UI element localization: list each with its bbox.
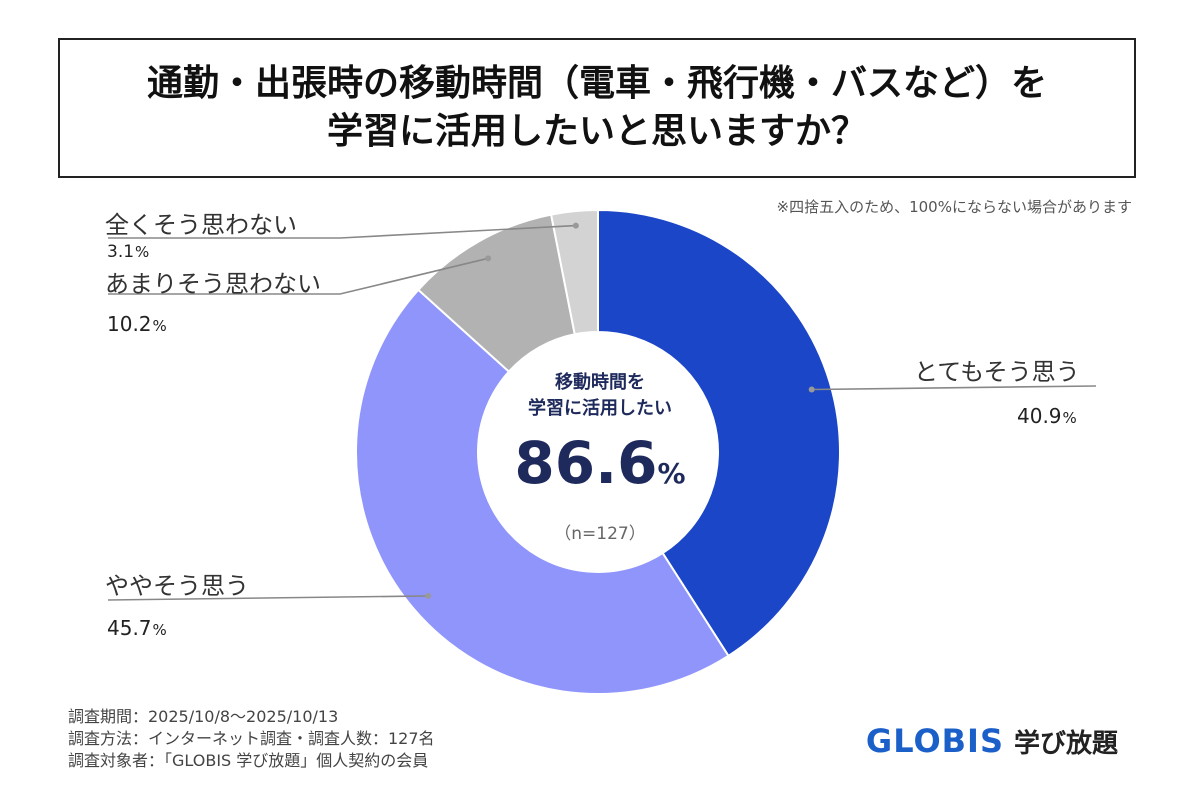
value-somewhat: 45.7 — [107, 616, 152, 640]
rounding-note: ※四捨五入のため、100%にならない場合があります — [776, 198, 1132, 216]
pct-unit-somewhat: % — [152, 621, 167, 639]
center-value-unit: % — [657, 457, 686, 490]
survey-period: 調査期間：2025/10/8〜2025/10/13 — [68, 707, 339, 726]
leader-dot-not-much — [485, 255, 492, 262]
pct-unit-very: % — [1062, 409, 1077, 427]
title-box: 通勤・出張時の移動時間（電車・飛行機・バスなど）を 学習に活用したいと思いますか… — [58, 38, 1136, 178]
label-name-not-at-all: 全くそう思わない — [105, 211, 297, 239]
survey-method: 調査方法：インターネット調査・調査人数：127名 — [68, 729, 435, 748]
leader-dot-somewhat — [425, 592, 432, 599]
label-name-very: とてもそう思う — [914, 358, 1080, 386]
center-summary: 移動時間を 学習に活用したい 86.6% （n=127） — [480, 370, 720, 544]
pct-unit-not-much: % — [152, 317, 167, 335]
label-name-not-much: あまりそう思わない — [105, 270, 321, 298]
value-very: 40.9 — [1017, 404, 1062, 428]
label-value-very: 40.9% — [1017, 404, 1077, 428]
label-value-somewhat: 45.7% — [107, 616, 167, 640]
center-value-number: 86.6 — [514, 429, 658, 497]
label-value-not-at-all: 3.1% — [107, 242, 149, 262]
title-line-2: 学習に活用したいと思いますか？ — [326, 111, 867, 152]
label-name-somewhat: ややそう思う — [105, 572, 249, 600]
center-value: 86.6% — [480, 428, 720, 509]
center-caption-line-1: 移動時間を — [555, 372, 645, 393]
leader-dot-very — [808, 386, 815, 393]
donut-hole — [478, 332, 718, 572]
value-not-at-all: 3.1 — [107, 242, 135, 262]
leader-line-not-much — [108, 257, 489, 295]
value-not-much: 10.2 — [107, 312, 152, 336]
logo-sub-text: 学び放題 — [1013, 728, 1118, 759]
sample-size: （n=127） — [554, 524, 646, 544]
leader-line-somewhat — [107, 595, 429, 601]
label-value-not-much: 10.2% — [107, 312, 167, 336]
leader-dot-not-at-all — [572, 222, 579, 229]
globis-logo: GLOBIS 学び放題 — [866, 722, 1118, 760]
title-line-1: 通勤・出張時の移動時間（電車・飛行機・バスなど）を — [146, 63, 1047, 104]
survey-info: 調査期間：2025/10/8〜2025/10/13 調査方法：インターネット調査… — [68, 706, 435, 772]
pct-unit-not-at-all: % — [135, 243, 150, 261]
leader-line-very — [811, 385, 1097, 391]
survey-target: 調査対象者：「GLOBIS 学び放題」個人契約の会員 — [68, 751, 429, 770]
center-caption-line-2: 学習に活用したい — [528, 398, 672, 419]
logo-main-text: GLOBIS — [865, 722, 1004, 760]
leader-line-not-at-all — [108, 224, 576, 239]
